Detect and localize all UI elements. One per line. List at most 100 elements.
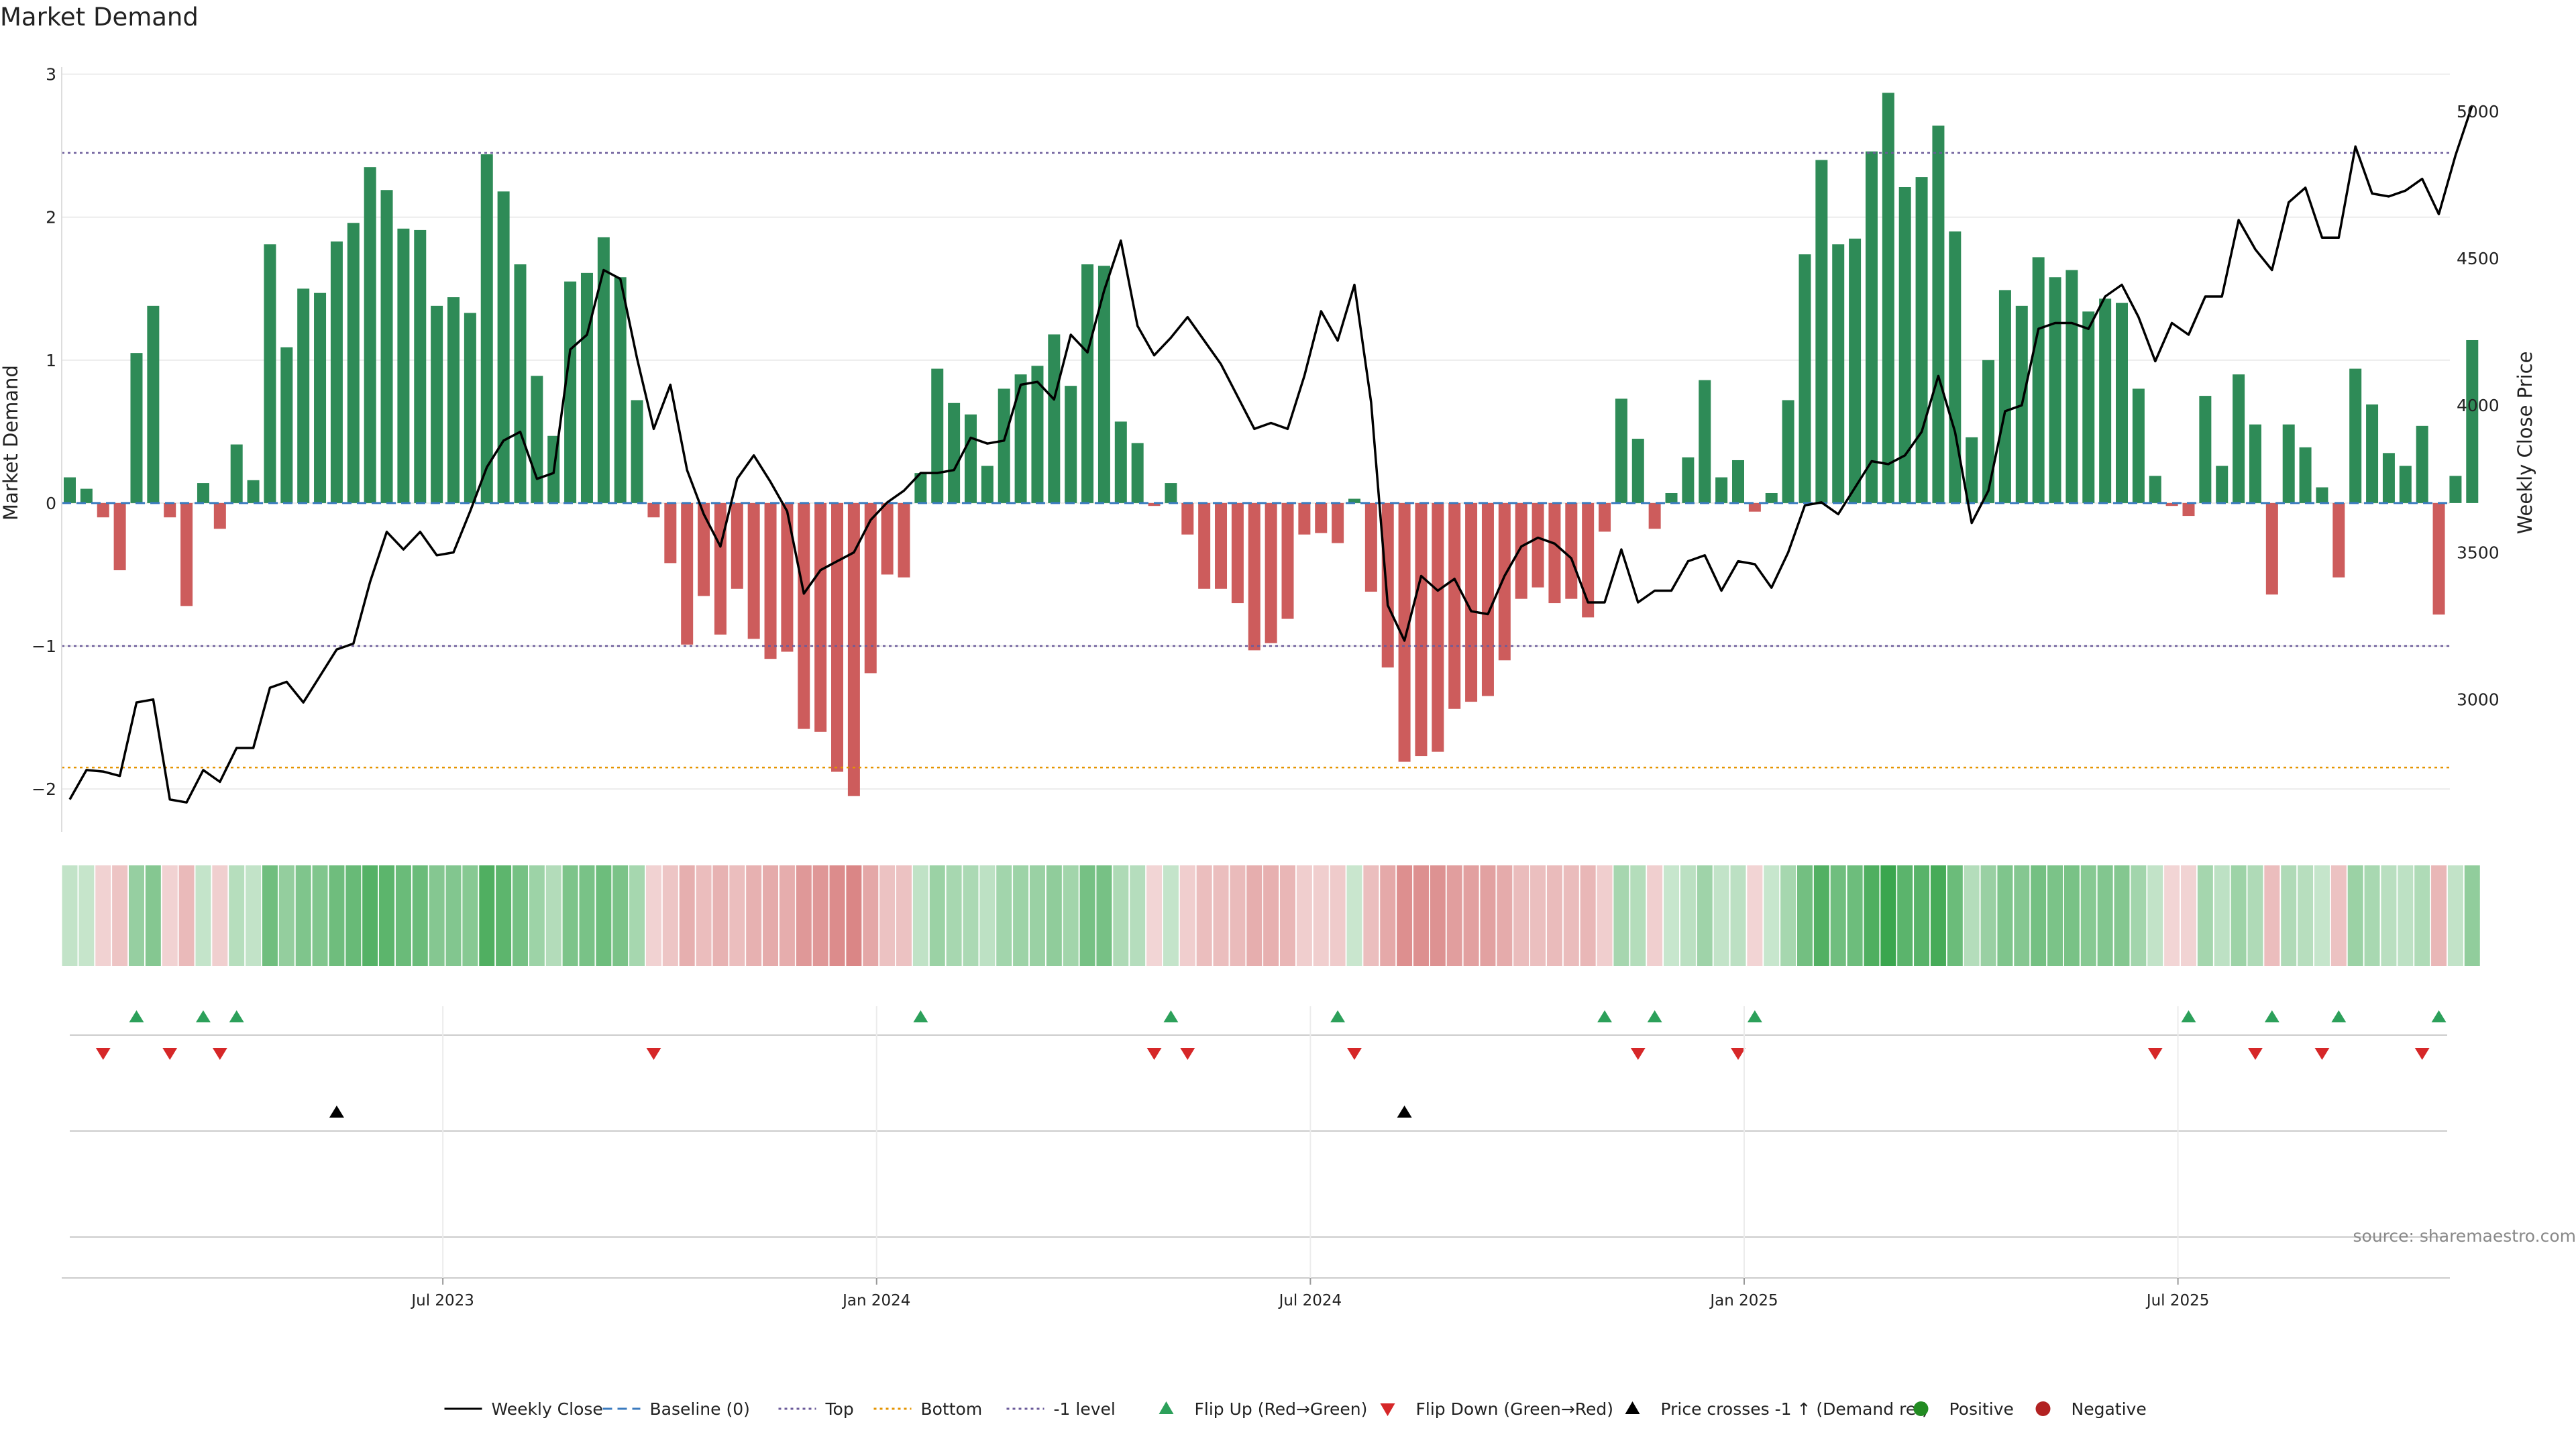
strip-cell (1330, 865, 1346, 966)
strip-cell (2281, 865, 2297, 966)
demand-bar (64, 477, 76, 503)
demand-bar (97, 502, 109, 518)
strip-cell (1613, 865, 1629, 966)
demand-bar (847, 502, 860, 796)
demand-bar (1481, 502, 1494, 696)
strip-cell (979, 865, 996, 966)
demand-bar (1765, 492, 1778, 503)
empty-bottom-panel (62, 1236, 2450, 1279)
legend-item: Price crosses -1 ↑ (Demand ref) (1625, 1399, 1929, 1419)
demand-bar (864, 502, 877, 674)
source-text: source: sharemaestro.com (2353, 1226, 2576, 1246)
strip-cell (629, 865, 645, 966)
strip-cell (1530, 865, 1546, 966)
demand-bar (1398, 502, 1411, 762)
flip-up-marker (2181, 1010, 2196, 1022)
demand-bar (1631, 439, 1644, 503)
legend-label: Top (825, 1399, 854, 1419)
demand-bar (497, 191, 510, 503)
legend-item: Top (778, 1399, 854, 1419)
strip-cell (1280, 865, 1296, 966)
price-cross-marker (1397, 1106, 1412, 1118)
flip-down-marker (1731, 1048, 1746, 1060)
flip-markers-panel (70, 1010, 2447, 1060)
demand-bar (2049, 277, 2061, 503)
demand-bar (1648, 502, 1661, 529)
demand-bar (564, 281, 577, 503)
strip-cell (1813, 865, 1829, 966)
demand-bar (164, 502, 176, 518)
strip-cell (1497, 865, 1513, 966)
demand-bar (781, 502, 794, 652)
demand-bar (1448, 502, 1461, 709)
strip-cell (1847, 865, 1863, 966)
demand-bar (731, 502, 743, 589)
strip-cell (963, 865, 979, 966)
demand-bar (698, 502, 710, 596)
left-tick-label: −1 (32, 637, 56, 656)
legend-label: Weekly Close (492, 1399, 603, 1419)
demand-bar (464, 313, 476, 503)
flip-down-marker (162, 1048, 178, 1060)
legend-item: Flip Up (Red→Green) (1159, 1399, 1367, 1419)
right-axis-ticks: 3000 3500 4000 4500 5000 (2457, 102, 2500, 710)
flip-up-marker (1330, 1010, 1346, 1022)
demand-bar (1097, 266, 1110, 503)
flip-down-marker (2314, 1048, 2330, 1060)
demand-bar (1599, 502, 1611, 532)
strip-cell (62, 865, 78, 966)
strip-cell (2247, 865, 2263, 966)
demand-bar (1298, 502, 1311, 535)
demand-bar (230, 444, 243, 503)
legend-item: Bottom (873, 1399, 982, 1419)
strip-cell (2197, 865, 2213, 966)
x-tick-label: Jan 2024 (841, 1292, 910, 1309)
main-panel: −2 −1 0 1 2 3 3000 3500 4000 4500 5000 (32, 65, 2500, 832)
demand-bar (2065, 270, 2078, 503)
demand-bar (2432, 502, 2445, 615)
demand-bar (2165, 502, 2178, 506)
legend-label: -1 level (1054, 1399, 1116, 1419)
flip-up-marker (2331, 1010, 2347, 1022)
strip-cell (412, 865, 428, 966)
demand-bar (1348, 498, 1360, 503)
strip-cell (212, 865, 228, 966)
strip-cell (2080, 865, 2096, 966)
demand-bar (964, 414, 977, 503)
left-tick-label: −2 (32, 780, 56, 799)
legend-triangle-up-icon (1159, 1401, 1174, 1414)
demand-bar (2182, 502, 2195, 517)
strip-cell (1880, 865, 1896, 966)
legend-label: Positive (1949, 1399, 2014, 1419)
demand-bar (1148, 502, 1161, 506)
demand-bar (1898, 186, 1911, 503)
demand-bar (180, 502, 193, 606)
flip-down-marker (1630, 1048, 1646, 1060)
strip-cell (1246, 865, 1263, 966)
strip-cell (1146, 865, 1163, 966)
strip-cell (2231, 865, 2247, 966)
strip-cell (545, 865, 561, 966)
flip-down-marker (95, 1048, 111, 1060)
legend-item: Weekly Close (444, 1399, 603, 1419)
demand-bar (2032, 257, 2045, 503)
demand-bar (2099, 299, 2112, 503)
chart-title: Market Demand (0, 3, 199, 32)
strip-cell (312, 865, 328, 966)
strip-cell (1680, 865, 1696, 966)
demand-bar (1998, 290, 2011, 503)
strip-cell (1363, 865, 1379, 966)
strip-cell (1580, 865, 1596, 966)
strip-cell (846, 865, 862, 966)
demand-bar (2282, 424, 2295, 503)
strip-cell (1947, 865, 1963, 966)
legend-label: Negative (2072, 1399, 2147, 1419)
demand-bar (1014, 374, 1027, 503)
strip-cell (1914, 865, 1930, 966)
demand-bar (1515, 502, 1527, 599)
strip-cell (1830, 865, 1846, 966)
strip-cell (1346, 865, 1362, 966)
demand-bar (1215, 502, 1228, 589)
demand-bar (280, 347, 293, 503)
